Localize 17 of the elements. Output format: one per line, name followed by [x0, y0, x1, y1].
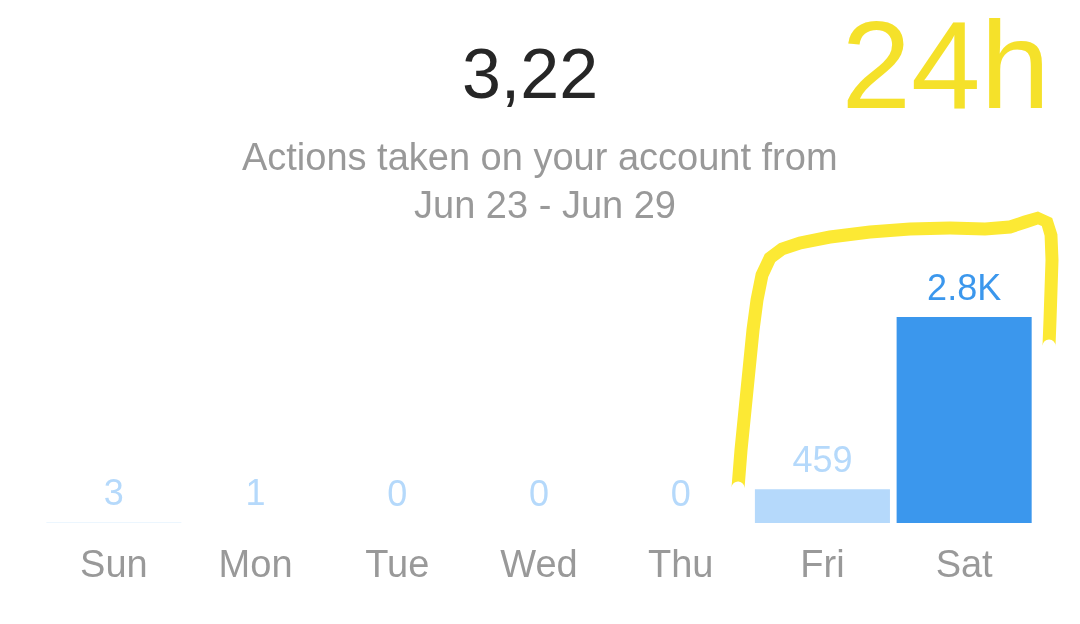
data-label: 459: [792, 438, 853, 480]
data-label: 1: [245, 472, 266, 514]
data-label: 0: [528, 472, 550, 514]
data-label: 0: [670, 472, 691, 514]
data-label: 0: [387, 472, 408, 514]
chart-title: 3,22: [461, 35, 599, 113]
x-tick-label: Wed: [500, 543, 578, 585]
chart-subtitle: Actions taken on your account from Jun 23 - Jun 29: [241, 136, 849, 226]
x-tick-label: Thu: [647, 543, 714, 585]
data-label: 2.8K: [927, 266, 1002, 308]
x-tick-label: Fri: [800, 543, 845, 585]
x-tick-label: Sun: [80, 543, 148, 585]
data-label: 3: [103, 472, 124, 514]
x-tick-label: Tue: [365, 543, 430, 585]
x-tick-label: Mon: [218, 543, 293, 585]
text: 24h: [841, 0, 1051, 134]
x-tick-label: Sat: [935, 543, 994, 585]
